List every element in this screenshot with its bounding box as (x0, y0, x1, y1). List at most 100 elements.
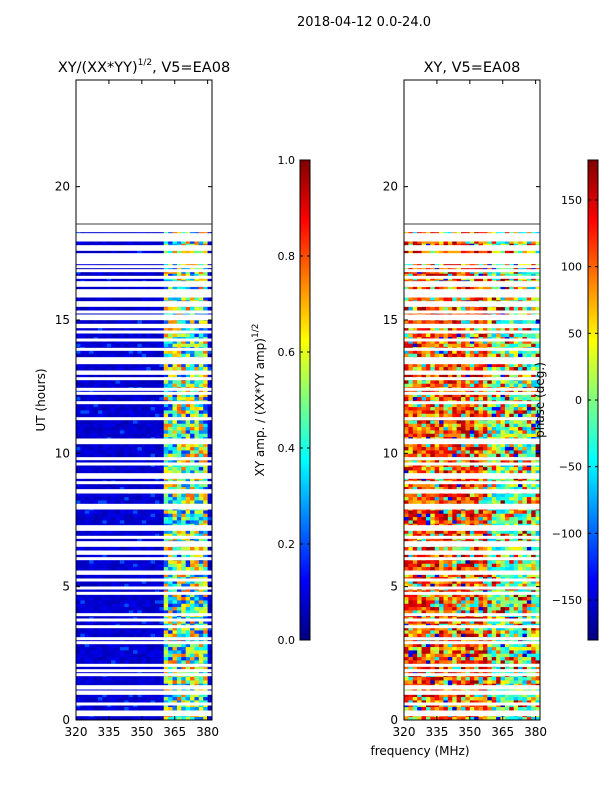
heatmap-cell (194, 320, 200, 324)
heatmap-cell (190, 583, 195, 588)
heatmap-cell (119, 516, 125, 521)
heatmap-cell (456, 716, 462, 720)
heatmap-cell (93, 320, 99, 324)
heatmap-cell (115, 466, 121, 471)
heatmap-cell (185, 393, 191, 398)
heatmap-cell (106, 496, 112, 501)
heatmap-cell (198, 320, 204, 324)
heatmap-cell (89, 676, 94, 681)
heatmap-cell (496, 716, 501, 720)
heatmap-cell (194, 606, 200, 611)
heatmap-cell (89, 446, 94, 451)
heatmap-cell (141, 680, 147, 684)
heatmap-cell (146, 403, 151, 408)
heatmap-cell (176, 493, 182, 498)
heatmap-cell (203, 606, 209, 611)
heatmap-cell (159, 653, 165, 658)
y-tick-label: 0 (62, 713, 70, 727)
heatmap-cell (198, 470, 204, 474)
heatmap-cell (111, 533, 116, 538)
heatmap-cell (80, 650, 86, 654)
heatmap-cell (207, 420, 212, 424)
heatmap-cell (146, 600, 151, 604)
heatmap-cell (154, 603, 160, 608)
heatmap-cell (190, 676, 195, 681)
heatmap-cell (439, 706, 444, 711)
heatmap-cell (102, 433, 108, 438)
heatmap-cell (198, 406, 204, 411)
gap-row (76, 245, 212, 249)
heatmap-cell (172, 696, 178, 701)
heatmap-cell (194, 410, 200, 414)
heatmap-cell (513, 716, 519, 720)
heatmap-cell (115, 430, 121, 434)
heatmap-cell (168, 656, 173, 661)
heatmap-cell (115, 423, 121, 428)
heatmap-cell (526, 696, 532, 701)
heatmap-cell (89, 496, 94, 501)
heatmap-cell (172, 600, 178, 604)
heatmap-cell (203, 353, 209, 358)
heatmap-cell (146, 706, 151, 711)
heatmap-cell (150, 443, 156, 448)
heatmap-cell (190, 366, 195, 371)
heatmap-cell (146, 406, 151, 411)
heatmap-cell (93, 656, 99, 661)
heatmap-cell (154, 250, 160, 254)
heatmap-cell (150, 396, 156, 401)
heatmap-cell (115, 396, 121, 401)
heatmap-cell (89, 620, 94, 624)
heatmap-cell (181, 533, 187, 538)
heatmap-cell (194, 363, 200, 368)
heatmap-cell (89, 700, 94, 704)
heatmap-cell (190, 693, 195, 698)
heatmap-cell (150, 626, 156, 631)
heatmap-cell (111, 653, 116, 658)
heatmap-cell (194, 693, 200, 698)
heatmap-cell (119, 493, 125, 498)
heatmap-cell (159, 533, 165, 538)
heatmap-cell (172, 563, 178, 568)
heatmap-cell (168, 353, 173, 358)
heatmap-cell (102, 573, 108, 578)
gap-row (76, 255, 212, 259)
heatmap-cell (176, 483, 182, 488)
gap-row (76, 387, 212, 391)
heatmap-cell (111, 240, 116, 244)
heatmap-cell (84, 366, 90, 371)
heatmap-cell (137, 653, 143, 658)
heatmap-cell (84, 610, 90, 614)
heatmap-cell (106, 353, 112, 358)
heatmap-cell (80, 700, 86, 704)
heatmap-cell (190, 250, 195, 254)
heatmap-cell (518, 706, 523, 711)
heatmap-cell (150, 286, 156, 291)
amplitude-colorbar-label: XY amp. / (XX*YY amp)1/2 (251, 324, 267, 477)
heatmap-cell (496, 693, 501, 698)
gap-row (76, 258, 212, 262)
heatmap-cell (207, 486, 212, 491)
heatmap-cell (111, 643, 116, 648)
heatmap-cell (89, 560, 94, 564)
heatmap-cell (190, 620, 195, 624)
heatmap-cell (106, 520, 112, 524)
heatmap-cell (128, 626, 134, 631)
heatmap-cell (469, 700, 475, 704)
heatmap-cell (128, 430, 134, 434)
heatmap-cell (194, 460, 200, 464)
heatmap-cell (119, 630, 125, 634)
heatmap-cell (137, 486, 143, 491)
heatmap-cell (207, 646, 212, 651)
heatmap-cell (172, 516, 178, 521)
heatmap-cell (84, 286, 90, 291)
gap-row (76, 475, 212, 479)
heatmap-cell (106, 413, 112, 418)
heatmap-cell (106, 333, 112, 338)
heatmap-cell (111, 513, 116, 518)
heatmap-cell (106, 706, 112, 711)
heatmap-cell (133, 593, 138, 598)
heatmap-cell (97, 470, 103, 474)
heatmap-cell (176, 343, 182, 348)
heatmap-cell (163, 320, 169, 324)
heatmap-cell (185, 406, 191, 411)
